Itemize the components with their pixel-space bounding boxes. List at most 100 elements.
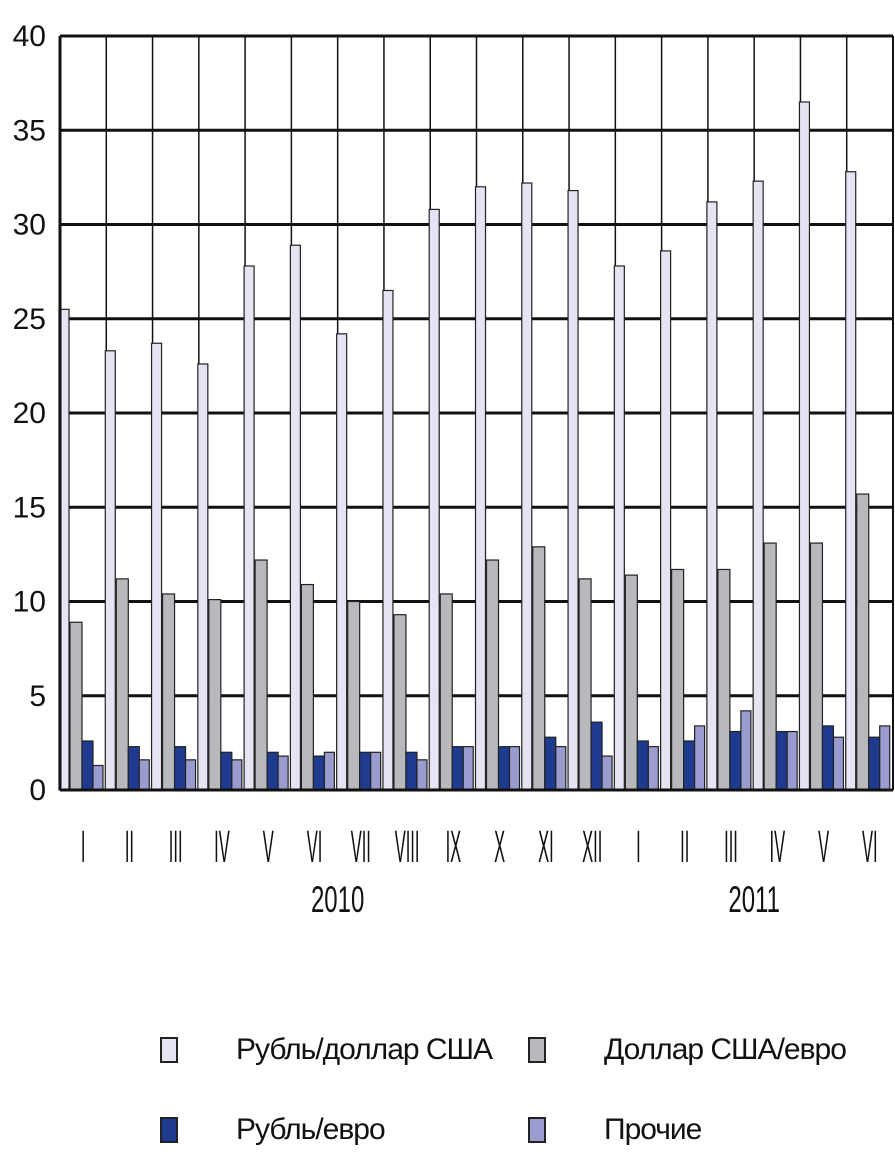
bar: [300, 583, 314, 791]
y-tick-label: 30: [13, 209, 46, 242]
legend-swatch-usd-eur: [528, 1037, 546, 1063]
x-tick-label: II: [125, 822, 134, 872]
bar: [428, 208, 440, 791]
bar: [613, 265, 625, 791]
bar: [451, 746, 464, 791]
bar: [312, 755, 325, 791]
bar: [497, 746, 511, 791]
bar: [544, 736, 557, 791]
x-tick-labels: I II III IV V VI VII VIII IX X XI XII I II III IV V VI: [81, 822, 878, 872]
bar: [694, 725, 706, 791]
bar: [69, 621, 83, 791]
x-tick-label: II: [680, 822, 689, 872]
bar: [729, 730, 742, 791]
bar: [416, 759, 428, 791]
bar: [567, 189, 579, 791]
legend-label-rub-usd: Рубль/доллар США: [236, 1033, 493, 1066]
y-tick-label: 15: [13, 491, 46, 524]
bar: [740, 710, 752, 791]
year-labels: 2010 2011: [311, 879, 780, 921]
y-tick-labels: 0 5 10 15 20 25 30 35 40: [13, 20, 46, 807]
x-tick-label: I: [636, 822, 641, 872]
bar: [532, 546, 546, 791]
y-tick-label: 35: [13, 114, 46, 147]
legend-item-other: Прочие: [528, 1113, 702, 1147]
x-tick-label: VII: [351, 822, 371, 872]
bar: [809, 542, 824, 791]
x-tick-label: XII: [582, 822, 602, 872]
bar: [856, 493, 870, 791]
legend-label-rub-eur: Рубль/евро: [236, 1113, 386, 1146]
bar: [832, 736, 845, 791]
bar: [104, 350, 116, 791]
bar: [821, 725, 835, 791]
bar: [208, 599, 222, 791]
y-tick-label: 10: [13, 586, 46, 619]
bar: [289, 244, 301, 791]
bar: [660, 250, 672, 791]
bar: [323, 751, 335, 791]
year-label: 2011: [728, 879, 780, 921]
bar: [81, 740, 94, 791]
legend-swatch-rub-eur: [160, 1117, 178, 1143]
y-tick-label: 40: [13, 20, 46, 53]
bar: [671, 568, 685, 791]
bar: [752, 180, 764, 791]
year-label: 2010: [311, 879, 364, 921]
bar: [184, 759, 197, 791]
bar: [868, 736, 881, 791]
bar: [370, 751, 382, 791]
x-tick-label: III: [169, 822, 183, 872]
x-tick-label: I: [81, 822, 86, 872]
bar: [683, 740, 696, 791]
bar: [798, 101, 811, 791]
bar: [347, 600, 361, 791]
bar: [138, 759, 150, 791]
bar: [393, 614, 407, 791]
bar: [266, 751, 279, 791]
legend-swatch-rub-usd: [160, 1037, 178, 1063]
bar: [439, 593, 453, 791]
bar: [382, 289, 394, 791]
x-tick-label: VI: [862, 822, 878, 872]
x-tick-label: X: [494, 822, 505, 872]
bar: [485, 559, 500, 791]
legend-label-usd-eur: Доллар США/евро: [604, 1033, 847, 1066]
bar: [405, 751, 418, 791]
bar: [786, 730, 798, 791]
bar: [150, 342, 163, 791]
bar: [127, 746, 140, 791]
legend-item-rub-usd: Рубль/доллар США: [160, 1033, 493, 1067]
bar: [474, 186, 487, 791]
bar: [161, 593, 176, 791]
bar: [277, 755, 289, 791]
bar: [636, 740, 649, 791]
bar: [92, 764, 104, 791]
bar: [717, 568, 731, 791]
x-tick-label: IX: [446, 822, 462, 872]
y-tick-label: 25: [13, 303, 46, 336]
bar: [521, 182, 533, 791]
bar: [555, 746, 567, 791]
x-tick-label: VI: [307, 822, 323, 872]
bar: [254, 559, 268, 791]
bar: [879, 725, 891, 791]
x-tick-label: V: [818, 822, 829, 872]
x-tick-label: III: [724, 822, 738, 872]
bar: [231, 759, 243, 791]
bar: [706, 201, 718, 791]
x-tick-label: IV: [214, 822, 230, 872]
x-tick-label: XI: [538, 822, 554, 872]
bar: [359, 751, 372, 791]
bar: [601, 755, 613, 791]
bar: [578, 578, 592, 791]
legend-item-rub-eur: Рубль/евро: [160, 1113, 386, 1147]
legend: Рубль/доллар США Доллар США/евро Рубль/е…: [0, 1005, 895, 1165]
legend-label-other: Прочие: [604, 1113, 702, 1146]
bar: [197, 363, 209, 791]
bars: [58, 101, 891, 791]
bar: [462, 746, 474, 791]
bar: [173, 746, 187, 791]
bar: [624, 574, 638, 791]
